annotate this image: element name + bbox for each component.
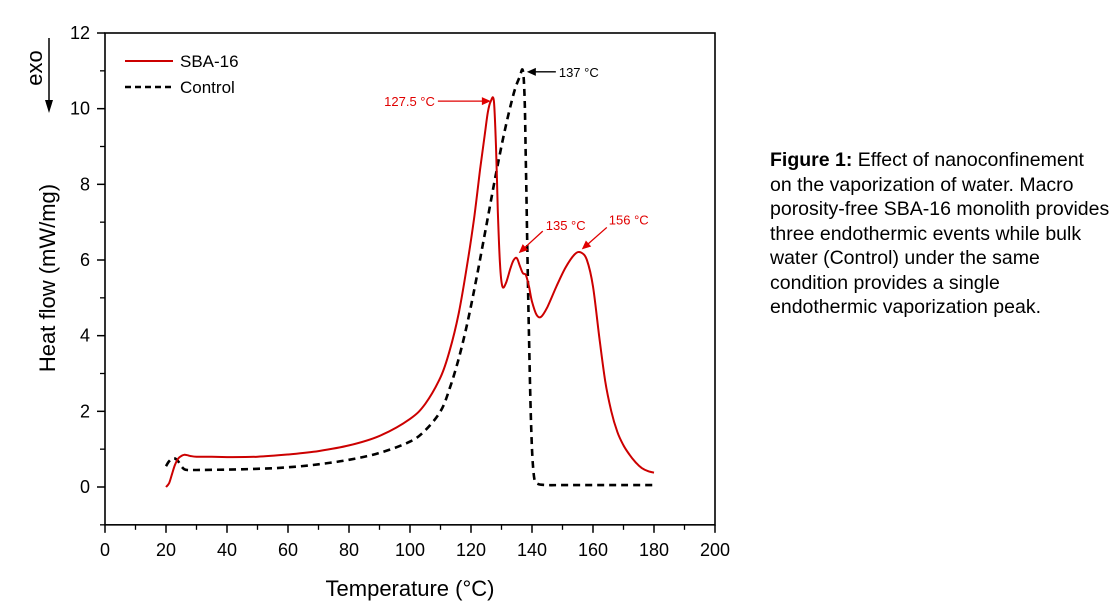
x-tick-label: 40 bbox=[217, 540, 237, 560]
x-tick-label: 100 bbox=[395, 540, 425, 560]
y-tick-label: 12 bbox=[70, 23, 90, 43]
annotation-label: 156 °C bbox=[609, 212, 649, 227]
series-line-sba16 bbox=[165, 96, 655, 488]
dsc-chart: 0 20 40 60 80 100 120 140 160 180 200 0 2 4 6 8 10 12 127… bbox=[22, 23, 730, 601]
annotation-label: 127.5 °C bbox=[384, 94, 435, 109]
arrow-head-icon bbox=[518, 244, 529, 254]
y-tick-label: 0 bbox=[80, 477, 90, 497]
y-axis-title: Heat flow (mW/mg) bbox=[35, 184, 60, 372]
y-tick-label: 10 bbox=[70, 99, 90, 119]
y-tick-label: 8 bbox=[80, 174, 90, 194]
axes: 0 20 40 60 80 100 120 140 160 180 200 0 2 4 6 8 10 12 bbox=[70, 23, 730, 560]
exo-label: exo bbox=[22, 50, 47, 85]
x-tick-label: 160 bbox=[578, 540, 608, 560]
legend-label-sba16: SBA-16 bbox=[180, 52, 239, 71]
annotations: 127.5 °C 135 °C 156 °C 137 °C bbox=[384, 65, 649, 254]
x-tick-label: 60 bbox=[278, 540, 298, 560]
exo-arrow-icon bbox=[45, 38, 53, 113]
y-tick-label: 6 bbox=[80, 250, 90, 270]
x-tick-label: 0 bbox=[100, 540, 110, 560]
legend-label-control: Control bbox=[180, 78, 235, 97]
y-tick-label: 4 bbox=[80, 326, 90, 346]
legend: SBA-16 Control bbox=[125, 52, 239, 97]
x-axis-title: Temperature (°C) bbox=[326, 576, 495, 601]
figure-caption: Figure 1: Effect of nanoconfinement on t… bbox=[770, 148, 1110, 320]
arrow-head-icon bbox=[481, 97, 491, 106]
x-tick-label: 140 bbox=[517, 540, 547, 560]
y-tick-label: 2 bbox=[80, 401, 90, 421]
annotation-arrow-line bbox=[585, 226, 608, 246]
x-tick-label: 180 bbox=[639, 540, 669, 560]
x-tick-label: 80 bbox=[339, 540, 359, 560]
caption-label: Figure 1: bbox=[770, 149, 853, 171]
series-layer bbox=[164, 68, 655, 488]
arrow-head-icon bbox=[526, 67, 536, 76]
x-tick-label: 200 bbox=[700, 540, 730, 560]
x-tick-label: 20 bbox=[156, 540, 176, 560]
annotation-arrow-line bbox=[522, 230, 544, 250]
annotation-label: 137 °C bbox=[559, 65, 599, 80]
x-tick-label: 120 bbox=[456, 540, 486, 560]
annotation-label: 135 °C bbox=[546, 218, 586, 233]
caption-text: Effect of nanoconfinement on the vaporiz… bbox=[770, 149, 1110, 318]
arrow-head-icon bbox=[581, 240, 592, 250]
series-line-control bbox=[164, 68, 654, 487]
